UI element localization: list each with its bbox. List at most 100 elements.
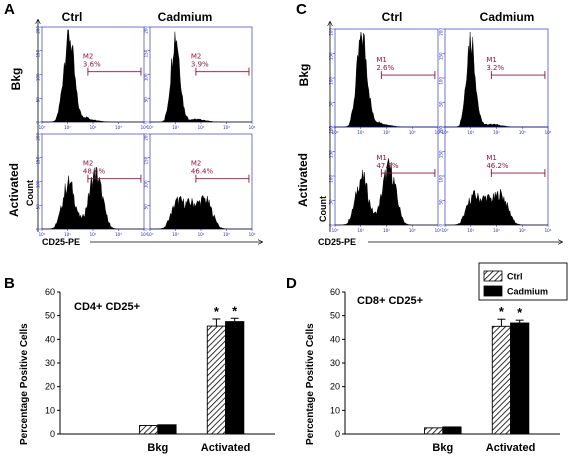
gate-percent: 3.6% <box>83 61 101 69</box>
gate-name: M2 <box>83 53 94 61</box>
histogram-x-tick-label: 10² <box>493 228 500 233</box>
panel-label-a: A <box>4 1 15 18</box>
histogram-y-tick-label: 100 <box>329 175 334 183</box>
histogram-y-tick-label: 150 <box>144 156 149 164</box>
histogram-x-tick-label: 10¹ <box>467 130 474 135</box>
panel-d-bar-chart: Percentage Positive Cells CD8+ CD25+ 0 10… <box>305 262 568 454</box>
histogram-y-tick-label: 0 <box>439 126 444 129</box>
panel-c-row-activated: Activated <box>296 153 310 207</box>
histogram-x-tick-label: 10¹ <box>64 125 71 130</box>
bar-category-label: Activated <box>201 442 251 454</box>
histogram-x-tick-label: 10⁴ <box>435 228 442 233</box>
legend-swatch-ctrl <box>483 270 503 282</box>
histogram-y-tick-label: 200 <box>144 133 149 141</box>
histogram-y-tick-label: 150 <box>144 49 149 57</box>
legend-label-cadmium: Cadmium <box>507 287 548 297</box>
histogram-x-tick-label: 10⁴ <box>141 125 148 130</box>
histogram-y-tick-label: 200 <box>36 133 41 141</box>
panel-a-histograms: Ctrl Cadmium Bkg Activated Count CD25-PE… <box>7 10 262 247</box>
histogram-y-tick-label: 0 <box>144 121 149 124</box>
gate-percent: 3.2% <box>486 64 504 72</box>
histogram-x-tick-label: 10³ <box>409 130 416 135</box>
bar-y-tick-label: 60 <box>45 287 55 297</box>
bar-y-tick-label: 50 <box>330 311 340 321</box>
histogram-x-tick-label: 10⁰ <box>442 228 449 233</box>
bar-category-label: Activated <box>486 442 536 454</box>
histogram-y-tick-label: 150 <box>439 52 444 60</box>
histogram-y-tick-label: 50 <box>144 97 149 103</box>
histogram-y-tick-label: 0 <box>144 228 149 231</box>
gate-percent: 46.2% <box>486 162 509 170</box>
bar-y-tick-label: 0 <box>335 429 340 439</box>
bar-cadmium-bkg <box>157 424 177 435</box>
gate-percent: 3.9% <box>191 61 209 69</box>
histogram-frame <box>334 28 439 128</box>
histogram-frame <box>149 26 253 123</box>
panel-c-ylabel: Count <box>318 196 328 222</box>
panel-c-column-cadmium: Cadmium <box>480 10 535 24</box>
histogram-y-tick-label: 150 <box>329 52 334 60</box>
bar-y-tick-label: 40 <box>330 334 340 344</box>
histogram-y-tick-label: 0 <box>329 126 334 129</box>
histogram-y-tick-label: 200 <box>439 28 444 36</box>
histogram-distribution <box>445 189 548 226</box>
histogram-y-tick-label: 50 <box>36 204 41 210</box>
bar-y-tick-label: 30 <box>330 358 340 368</box>
bar-y-tick-label: 30 <box>45 358 55 368</box>
histogram-y-tick-label: 200 <box>144 26 149 34</box>
histogram-y-tick-label: 150 <box>36 156 41 164</box>
histogram-y-tick-label: 50 <box>439 101 444 107</box>
histogram-x-tick-label: 10¹ <box>357 228 364 233</box>
gate-name: M2 <box>191 53 202 61</box>
histogram-x-tick-label: 10¹ <box>467 228 474 233</box>
histogram-x-tick-label: 10² <box>493 130 500 135</box>
histogram-distribution <box>445 31 548 128</box>
panel-c-xlabel: CD25-PE <box>318 237 356 247</box>
histogram-y-tick-label: 50 <box>36 97 41 103</box>
panel-a-row-bkg: Bkg <box>9 68 23 91</box>
bar-category-label: Bkg <box>432 442 453 454</box>
histogram-y-tick-label: 0 <box>439 224 444 227</box>
gate-percent: 2.6% <box>376 64 394 72</box>
histogram-y-tick-label: 100 <box>36 73 41 81</box>
histogram-x-tick-label: 10¹ <box>64 232 71 237</box>
histogram-x-tick-label: 10³ <box>115 125 122 130</box>
gate-name: M1 <box>486 154 497 162</box>
histogram-y-tick-label: 100 <box>144 180 149 188</box>
histogram-x-tick-label: 10⁴ <box>545 228 552 233</box>
histogram-frame <box>444 28 549 128</box>
panel-b-ylabel: Percentage Positive Cells <box>19 323 30 445</box>
bar-cadmium-activated <box>510 322 530 435</box>
gate-percent: 46.4% <box>191 168 214 176</box>
histogram-y-tick-label: 0 <box>36 121 41 124</box>
histogram-y-tick-label: 0 <box>36 228 41 231</box>
histogram-x-tick-label: 10⁰ <box>147 125 154 130</box>
histogram-x-tick-label: 10¹ <box>357 130 364 135</box>
panel-a-column-cadmium: Cadmium <box>158 10 213 24</box>
significance-star: * <box>517 305 523 320</box>
bar-y-tick-label: 60 <box>330 287 340 297</box>
histogram-x-tick-label: 10³ <box>409 228 416 233</box>
histogram-y-tick-label: 50 <box>144 204 149 210</box>
histogram-y-tick-label: 100 <box>439 175 444 183</box>
significance-star: * <box>214 304 220 319</box>
histogram-distribution <box>335 158 438 226</box>
histogram-x-tick-label: 10² <box>90 125 97 130</box>
histogram-x-tick-label: 10³ <box>223 232 230 237</box>
bar-cadmium-bkg <box>442 426 462 435</box>
panel-b-bar-chart: Percentage Positive Cells CD4+ CD25+ 0 10… <box>19 287 275 454</box>
histogram-x-tick-label: 10⁰ <box>39 232 46 237</box>
histogram-y-tick-label: 50 <box>329 199 334 205</box>
panel-label-d: D <box>286 275 297 292</box>
histogram-distribution <box>150 195 252 230</box>
histogram-y-tick-label: 0 <box>329 224 334 227</box>
panel-a-row-activated: Activated <box>7 163 21 217</box>
bar-category-label: Bkg <box>147 442 168 454</box>
histogram-y-tick-label: 150 <box>36 49 41 57</box>
panel-a-xlabel: CD25-PE <box>42 237 80 247</box>
